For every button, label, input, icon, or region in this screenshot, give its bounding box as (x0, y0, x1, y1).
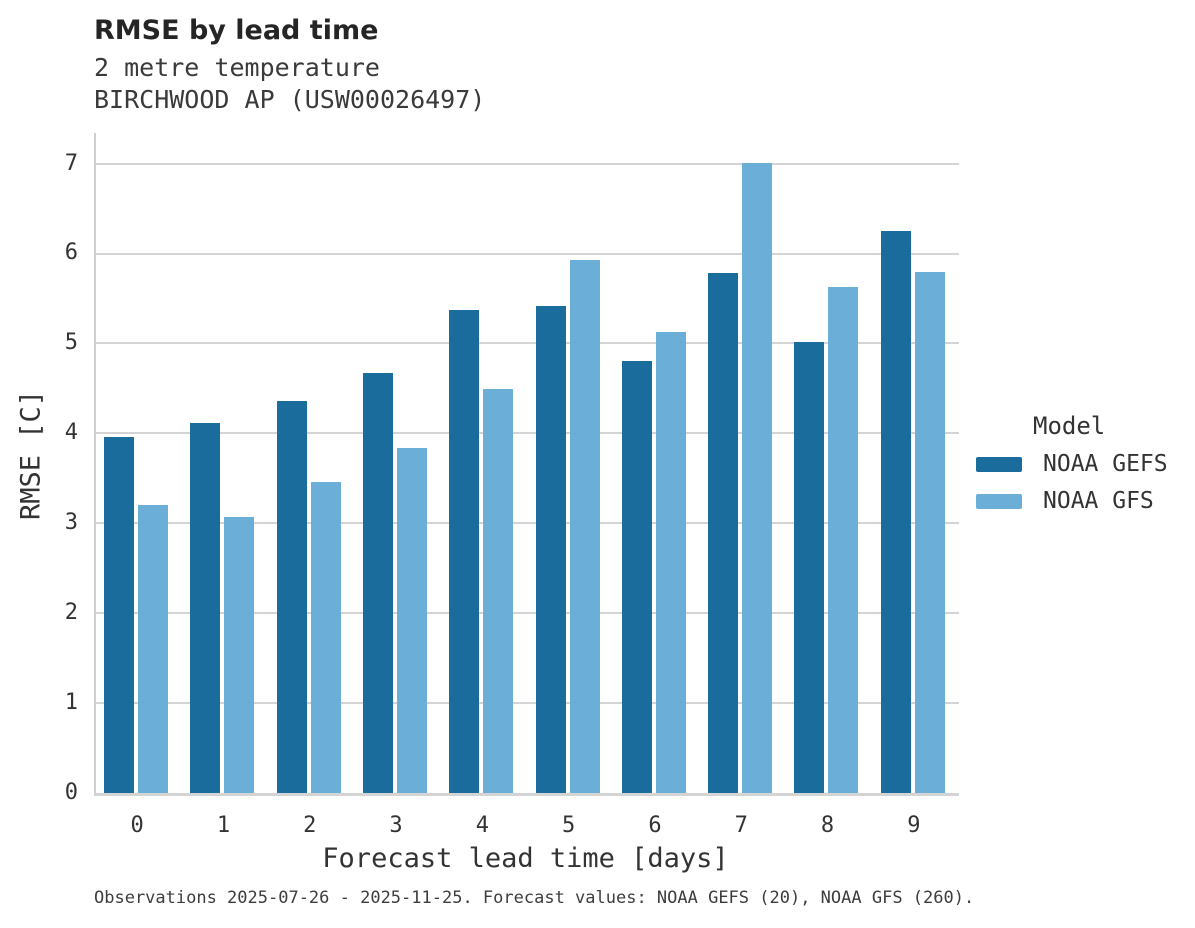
legend-title: Model (1033, 412, 1106, 440)
y-axis-title: RMSE [C] (15, 389, 47, 521)
bar-noaa-gefs-lead-4 (449, 310, 480, 793)
y-tick-5: 5 (64, 330, 78, 356)
x-axis-title: Forecast lead time [days] (322, 843, 729, 874)
gridline-4 (96, 432, 959, 435)
bar-noaa-gefs-lead-0 (104, 436, 134, 793)
gridline-3 (96, 522, 959, 525)
x-tick-7: 7 (734, 813, 748, 838)
legend-label-noaa-gfs: NOAA GFS (1043, 488, 1154, 514)
x-tick-5: 5 (562, 813, 576, 838)
bar-noaa-gfs-lead-8 (828, 286, 859, 793)
bar-noaa-gefs-lead-8 (794, 341, 825, 793)
gridline-6 (96, 252, 959, 255)
bar-noaa-gfs-lead-5 (569, 259, 600, 793)
bar-noaa-gefs-lead-6 (621, 361, 652, 793)
bar-noaa-gefs-lead-3 (362, 373, 393, 793)
x-tick-4: 4 (475, 813, 489, 838)
x-tick-9: 9 (907, 813, 921, 838)
y-tick-7: 7 (64, 150, 78, 176)
y-tick-2: 2 (64, 600, 78, 626)
y-tick-1: 1 (64, 690, 78, 716)
x-tick-0: 0 (130, 813, 144, 838)
bar-noaa-gfs-lead-1 (224, 516, 255, 793)
bar-noaa-gfs-lead-9 (914, 272, 945, 793)
bar-noaa-gfs-lead-2 (310, 481, 341, 793)
gridline-2 (96, 612, 959, 615)
plot-area (94, 133, 959, 796)
x-tick-8: 8 (820, 813, 835, 838)
bar-noaa-gefs-lead-9 (880, 231, 911, 793)
y-tick-4: 4 (64, 420, 78, 446)
y-tick-3: 3 (64, 510, 78, 536)
bar-noaa-gefs-lead-7 (708, 273, 739, 793)
x-tick-2: 2 (303, 813, 317, 838)
legend-entry-noaa-gefs: NOAA GEFS (976, 449, 1168, 479)
gridline-7 (96, 162, 959, 165)
chart-subtitle-line1: 2 metre temperature (94, 53, 380, 82)
noaa-gfs-color-swatch (976, 493, 1022, 509)
legend-entry-noaa-gfs: NOAA GFS (976, 486, 1168, 516)
gridline-5 (96, 342, 959, 345)
noaa-gefs-color-swatch (976, 456, 1022, 472)
gridline-1 (96, 702, 959, 705)
bar-noaa-gfs-lead-7 (742, 162, 773, 793)
x-tick-6: 6 (648, 813, 662, 838)
chart-subtitle-line2: BIRCHWOOD AP (USW00026497) (94, 85, 486, 114)
x-tick-1: 1 (216, 813, 231, 838)
bar-noaa-gefs-lead-2 (276, 400, 307, 793)
bar-noaa-gefs-lead-5 (535, 305, 566, 793)
chart-title: RMSE by lead time (94, 15, 379, 46)
y-tick-6: 6 (64, 240, 78, 266)
legend: Model NOAA GEFS NOAA GFS (976, 411, 1168, 516)
legend-label-noaa-gefs: NOAA GEFS (1043, 451, 1168, 477)
footer-note: Observations 2025-07-26 - 2025-11-25. Fo… (94, 888, 975, 908)
chart-header: RMSE by lead time 2 metre temperature BI… (94, 14, 485, 116)
x-tick-3: 3 (389, 813, 403, 838)
bar-noaa-gfs-lead-6 (655, 331, 686, 793)
bar-noaa-gfs-lead-0 (138, 505, 168, 793)
bar-noaa-gfs-lead-4 (483, 389, 514, 793)
bar-noaa-gefs-lead-1 (190, 422, 221, 793)
y-tick-0: 0 (64, 780, 78, 805)
bar-noaa-gfs-lead-3 (396, 447, 427, 793)
